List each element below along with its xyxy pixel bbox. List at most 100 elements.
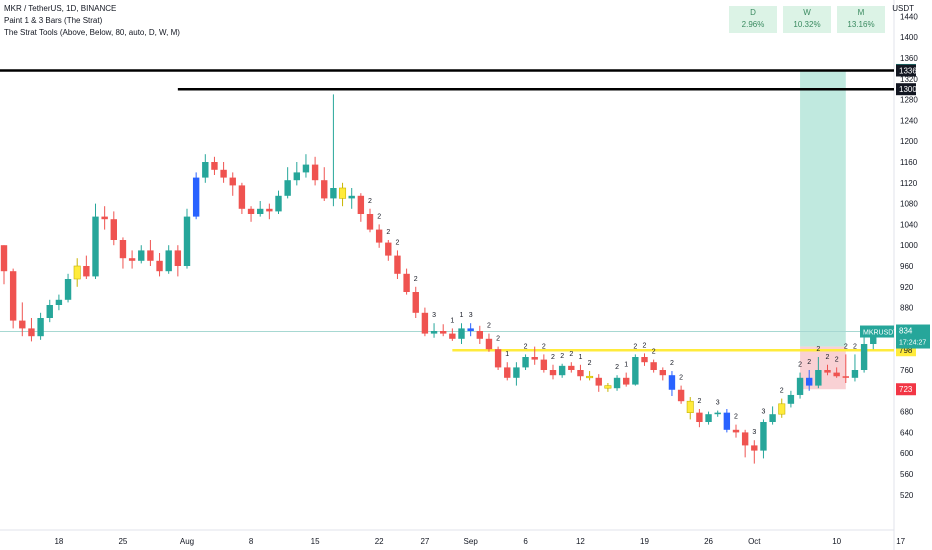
candle-body [796,377,804,395]
candle-body [339,187,347,199]
candle [842,354,849,383]
price-tick-label: 760 [900,366,914,375]
candle-body [110,219,117,240]
timeframe-box-daily: D 2.96% [729,6,777,33]
candle-body [238,185,246,209]
candle [394,250,401,279]
candle-body [284,180,291,196]
candle-body [385,242,392,256]
strat-bar-label: 2 [377,213,381,220]
candle-body [412,292,419,313]
strat-bar-label: 2 [524,343,528,350]
candle [458,323,465,344]
price-axis-unit[interactable]: USDT [892,4,914,13]
price-tick-label: 1000 [900,241,918,250]
axis-price-label: 723 [896,383,916,396]
candle [796,372,804,399]
candle-body [357,195,365,214]
time-tick-label: 26 [704,537,713,546]
strat-bar-label: 2 [835,356,839,363]
symbol-title[interactable]: MKR / TetherUS, 1D, BINANCE [4,4,117,13]
strat-bar-label: 2 [487,323,491,330]
time-tick-label: 19 [640,537,649,546]
strat-bar-label: 2 [816,346,820,353]
strat-bar-label: 2 [670,360,674,367]
strat-bar-label: 3 [716,400,720,407]
timeframe-label: D [750,8,756,17]
candle [467,323,474,337]
candle [247,206,255,222]
symbol-tag-name: MKRUSDT [863,330,898,337]
candle-body [202,162,209,178]
candle [659,367,666,381]
time-tick-label: 22 [375,537,384,546]
strat-bar-label: 3 [761,408,765,415]
candle [321,167,328,201]
candle [119,237,127,269]
candle [348,188,355,209]
indicator-paint-bars[interactable]: Paint 1 & 3 Bars (The Strat) [4,16,103,25]
price-tick-label: 1120 [900,179,918,188]
axis-price-label: 1300 [896,83,917,96]
candle [165,245,172,274]
candle [696,409,703,428]
candle-body [83,266,90,277]
candle-body [37,318,44,337]
price-tick-label: 1360 [900,54,918,63]
candle-body [220,169,227,178]
candle [412,286,419,318]
candle-body [394,255,401,274]
candle [55,294,63,311]
price-label-bg [896,64,916,77]
candle-body [641,357,648,363]
strat-bar-label: 1 [624,362,628,369]
candle-body [92,216,99,277]
indicator-strat-tools[interactable]: The Strat Tools (Above, Below, 80, auto,… [4,28,180,37]
candle-body [558,365,566,376]
candle-body [659,370,666,376]
candle-body [870,331,877,344]
candle-body [421,312,429,334]
price-label-bg [896,83,916,96]
timeframe-value: 2.96% [741,20,765,29]
candle [147,240,154,266]
candle [366,208,374,233]
strat-bar-label: 1 [505,351,509,358]
strat-bar-label: 1 [450,317,454,324]
candle-body [165,250,172,272]
candle-body [101,216,108,220]
candle-body [833,372,840,377]
candle [357,193,365,222]
candle-body [824,370,831,373]
candle-body [586,375,594,379]
candle [449,328,456,341]
timeframe-label: W [803,8,811,17]
candle [64,273,72,303]
candle [101,206,108,230]
candle [293,162,300,186]
candle-body [321,180,328,199]
candle [513,362,520,386]
strat-bar-label: 2 [414,276,418,283]
candle [46,299,53,323]
candle-body [449,333,456,339]
strat-bar-label: 2 [551,354,555,361]
price-label-text: 798 [899,346,913,355]
candle [311,156,319,186]
strat-bar-label: 2 [368,198,372,205]
strat-bar-label: 2 [588,360,592,367]
strat-bar-label: 1 [578,354,582,361]
candle-body [549,370,557,376]
candle-body [330,188,337,199]
candle [714,410,721,417]
candle-body [19,320,26,329]
candle-body [73,265,81,280]
time-tick-label: Aug [180,537,194,546]
candle-body [440,331,447,334]
candle [9,268,17,329]
candle [19,302,26,337]
candle [723,409,731,433]
time-tick-label: 12 [576,537,585,546]
candle [613,375,621,391]
